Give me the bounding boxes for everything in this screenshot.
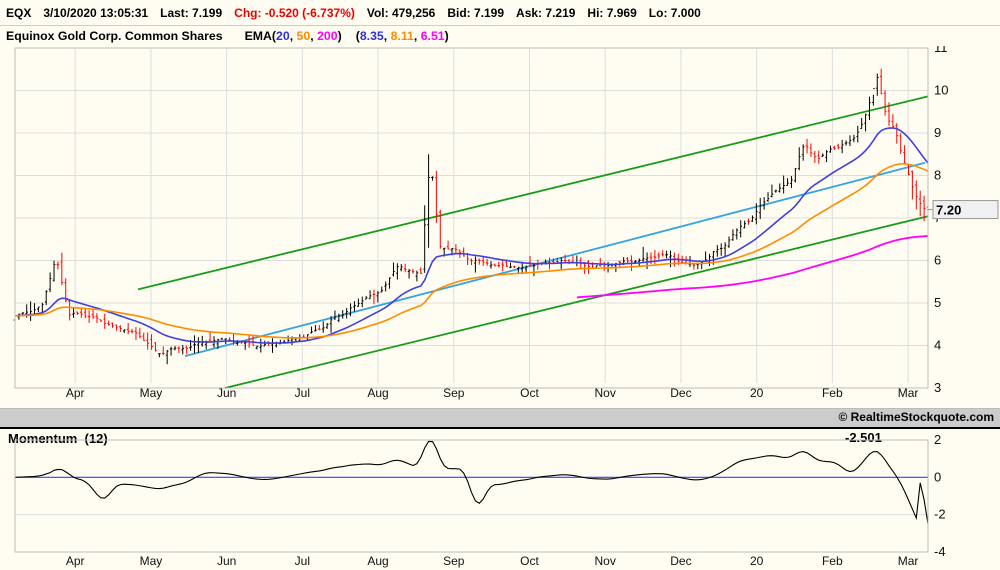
svg-text:9: 9 (934, 125, 941, 140)
svg-text:8: 8 (934, 168, 941, 183)
svg-text:11: 11 (934, 46, 948, 55)
svg-text:-2.501: -2.501 (845, 430, 882, 445)
svg-text:10: 10 (934, 83, 948, 98)
svg-text:Oct: Oct (520, 554, 539, 568)
svg-text:Sep: Sep (443, 554, 465, 568)
svg-text:-2: -2 (934, 507, 946, 522)
svg-text:5: 5 (934, 295, 941, 310)
svg-text:Apr: Apr (66, 554, 85, 568)
svg-text:Jul: Jul (295, 554, 310, 568)
svg-text:3: 3 (934, 380, 941, 395)
svg-text:7.20: 7.20 (936, 203, 961, 218)
svg-text:6: 6 (934, 253, 941, 268)
svg-text:Feb: Feb (822, 554, 843, 568)
svg-text:Nov: Nov (594, 554, 615, 568)
svg-text:2: 2 (934, 432, 941, 447)
svg-text:Dec: Dec (670, 554, 691, 568)
svg-text:Mar: Mar (898, 554, 919, 568)
svg-text:Momentum (12): Momentum (12) (8, 431, 108, 446)
svg-text:Jun: Jun (217, 554, 236, 568)
svg-text:0: 0 (934, 469, 941, 484)
svg-text:4: 4 (934, 338, 941, 353)
svg-text:May: May (140, 554, 163, 568)
svg-text:Aug: Aug (367, 554, 388, 568)
svg-text:20: 20 (750, 554, 764, 568)
